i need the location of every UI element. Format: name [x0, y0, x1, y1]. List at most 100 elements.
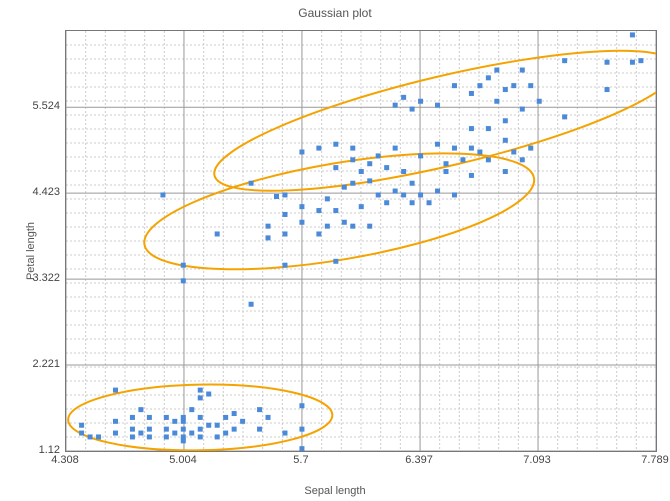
data-point — [393, 146, 398, 151]
data-point — [282, 263, 287, 268]
data-point — [503, 87, 508, 92]
data-point — [299, 427, 304, 432]
data-point — [130, 415, 135, 420]
data-point — [401, 169, 406, 174]
data-point — [325, 196, 330, 201]
data-point — [418, 153, 423, 158]
data-point — [215, 423, 220, 428]
chart-title: Gaussian plot — [0, 6, 670, 20]
data-point — [299, 446, 304, 451]
data-point — [299, 403, 304, 408]
plot-area — [65, 30, 657, 452]
data-point — [189, 431, 194, 436]
data-point — [274, 194, 279, 199]
data-point — [350, 224, 355, 229]
data-point — [316, 146, 321, 151]
data-point — [393, 189, 398, 194]
x-tick: 5.004 — [169, 454, 197, 466]
data-point — [206, 423, 211, 428]
data-point — [528, 83, 533, 88]
data-point — [113, 431, 118, 436]
data-point — [181, 434, 186, 439]
data-point — [164, 415, 169, 420]
data-point — [469, 173, 474, 178]
gaussian-scatter-chart: Gaussian plot Petal length Sepal length … — [0, 0, 670, 501]
data-point — [325, 224, 330, 229]
x-axis-label: Sepal length — [0, 485, 670, 497]
data-point — [520, 107, 525, 112]
data-point — [249, 302, 254, 307]
data-point — [96, 434, 101, 439]
data-point — [282, 212, 287, 217]
data-point — [164, 434, 169, 439]
data-point — [266, 235, 271, 240]
data-point — [147, 415, 152, 420]
data-point — [160, 192, 165, 197]
data-point — [520, 68, 525, 73]
data-point — [435, 103, 440, 108]
data-point — [376, 153, 381, 158]
data-point — [460, 157, 465, 162]
data-point — [418, 192, 423, 197]
data-point — [333, 142, 338, 147]
data-point — [198, 388, 203, 393]
data-point — [215, 434, 220, 439]
data-point — [630, 32, 635, 37]
gaussian-ellipse — [136, 131, 542, 292]
y-tick: 2.221 — [32, 358, 60, 370]
data-point — [232, 411, 237, 416]
plot-svg — [66, 31, 656, 451]
x-tick: 5.7 — [293, 454, 308, 466]
data-point — [452, 192, 457, 197]
data-point — [367, 224, 372, 229]
data-point — [223, 431, 228, 436]
data-point — [282, 192, 287, 197]
data-point — [79, 423, 84, 428]
data-point — [435, 189, 440, 194]
data-point — [562, 114, 567, 119]
data-point — [367, 178, 372, 183]
data-point — [435, 142, 440, 147]
data-point — [359, 204, 364, 209]
data-point — [299, 204, 304, 209]
data-point — [528, 146, 533, 151]
data-point — [282, 231, 287, 236]
data-point — [350, 181, 355, 186]
data-point — [130, 434, 135, 439]
data-point — [316, 231, 321, 236]
data-point — [630, 60, 635, 65]
data-point — [562, 58, 567, 63]
data-point — [138, 431, 143, 436]
data-point — [410, 181, 415, 186]
data-point — [181, 427, 186, 432]
data-point — [181, 278, 186, 283]
data-point — [249, 181, 254, 186]
data-point — [333, 208, 338, 213]
data-point — [359, 169, 364, 174]
data-point — [477, 83, 482, 88]
data-point — [266, 224, 271, 229]
data-point — [223, 415, 228, 420]
data-point — [469, 146, 474, 151]
data-point — [469, 126, 474, 131]
data-point — [316, 208, 321, 213]
data-point — [181, 263, 186, 268]
data-point — [401, 192, 406, 197]
y-tick: 5.524 — [32, 100, 60, 112]
data-point — [444, 169, 449, 174]
data-point — [638, 58, 643, 63]
data-point — [477, 150, 482, 155]
data-point — [452, 83, 457, 88]
x-tick: 6.397 — [405, 454, 433, 466]
data-point — [486, 75, 491, 80]
data-point — [410, 200, 415, 205]
y-tick: 3.322 — [32, 272, 60, 284]
y-tick: 1.12 — [39, 444, 60, 456]
data-point — [393, 103, 398, 108]
data-point — [240, 419, 245, 424]
data-point — [427, 200, 432, 205]
data-point — [486, 126, 491, 131]
data-point — [511, 150, 516, 155]
data-point — [88, 434, 93, 439]
data-point — [198, 395, 203, 400]
